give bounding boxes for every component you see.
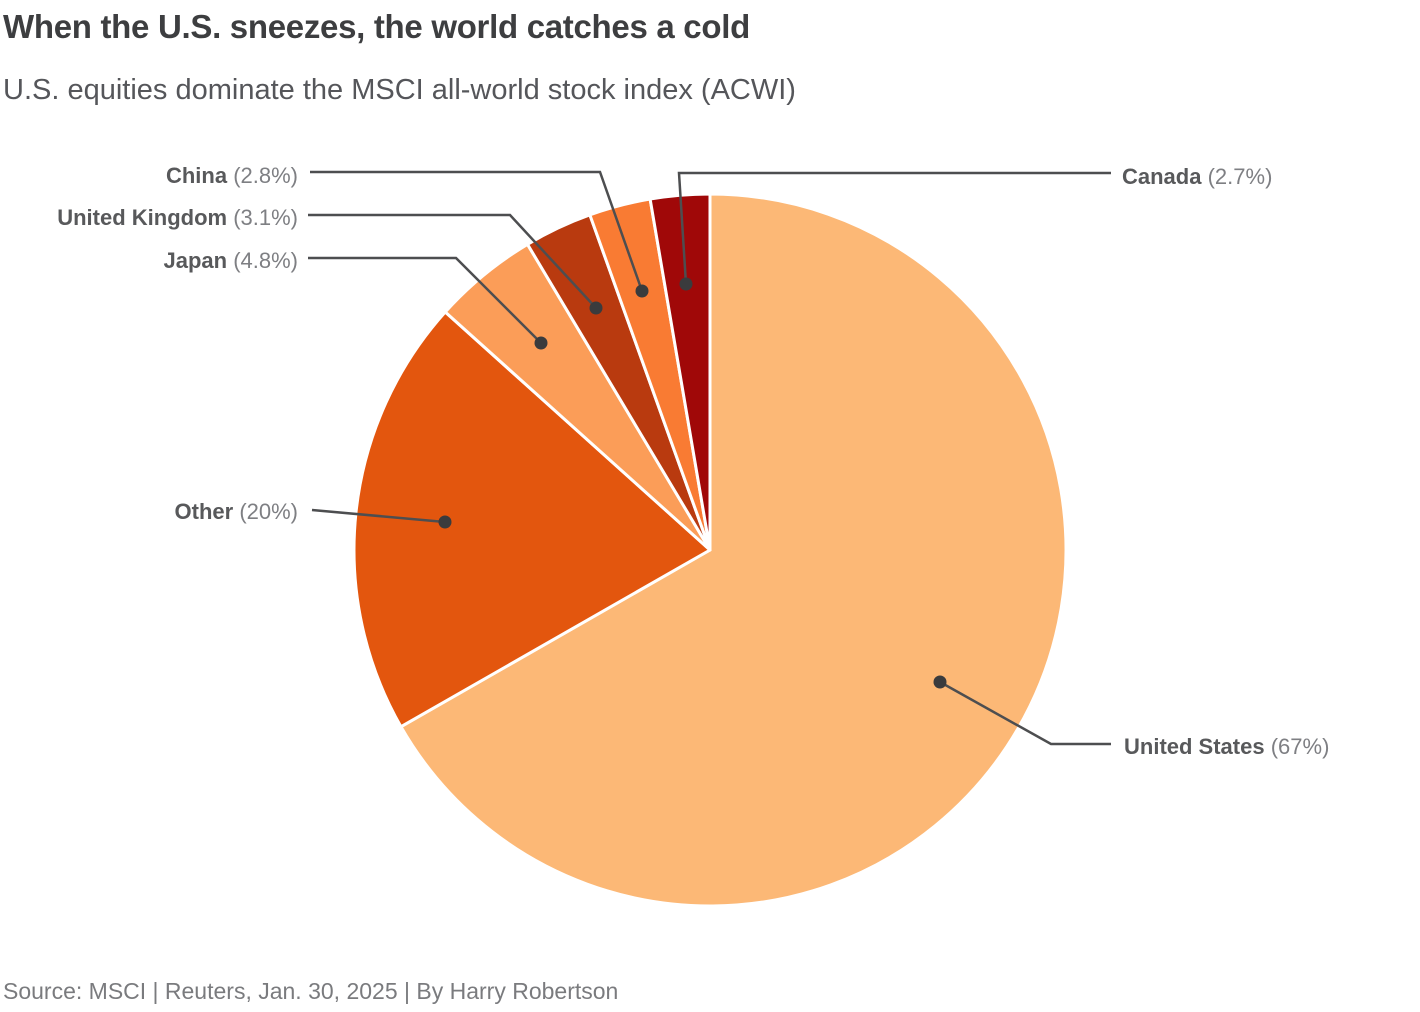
- slice-label-name: Japan: [163, 248, 227, 273]
- slice-label-percent: (20%): [233, 499, 298, 524]
- slice-label-percent: (2.8%): [227, 163, 298, 188]
- chart-title: When the U.S. sneezes, the world catches…: [3, 8, 750, 45]
- chart-subtitle: U.S. equities dominate the MSCI all-worl…: [3, 74, 796, 106]
- leader-line-canada: [677, 171, 1111, 285]
- leader-dot-other: [438, 515, 452, 529]
- slice-label-name: United States: [1124, 734, 1265, 759]
- leader-line-united-states: [939, 680, 1111, 746]
- leader-dot-japan: [534, 336, 548, 350]
- slice-label-united-kingdom: United Kingdom (3.1%): [57, 205, 298, 230]
- leader-dot-canada: [679, 277, 693, 291]
- slice-label-china: China (2.8%): [166, 163, 298, 188]
- leader-line-china: [310, 170, 644, 292]
- leader-dot-united-kingdom: [589, 301, 603, 315]
- pie-slice-united-states: [399, 192, 1068, 908]
- leader-dot-china: [635, 284, 649, 298]
- slice-label-other: Other (20%): [175, 499, 298, 524]
- slice-label-name: United Kingdom: [57, 205, 227, 230]
- leader-line-other: [311, 508, 446, 524]
- source-attribution: Source: MSCI | Reuters, Jan. 30, 2025 | …: [3, 978, 619, 1004]
- slice-label-percent: (67%): [1265, 734, 1330, 759]
- slice-label-name: Other: [175, 499, 234, 524]
- leader-dot-united-states: [933, 675, 947, 689]
- slice-label-percent: (3.1%): [227, 205, 298, 230]
- leader-line-japan: [308, 256, 542, 344]
- pie-slice-other: [352, 310, 712, 729]
- slice-label-name: Canada: [1122, 164, 1202, 189]
- slice-label-percent: (4.8%): [227, 248, 298, 273]
- slice-label-united-states: United States (67%): [1124, 734, 1329, 759]
- leader-line-united-kingdom: [308, 213, 597, 309]
- slice-label-name: China: [166, 163, 228, 188]
- slice-label-japan: Japan (4.8%): [163, 248, 298, 273]
- slice-label-canada: Canada (2.7%): [1122, 164, 1272, 189]
- slice-label-percent: (2.7%): [1201, 164, 1272, 189]
